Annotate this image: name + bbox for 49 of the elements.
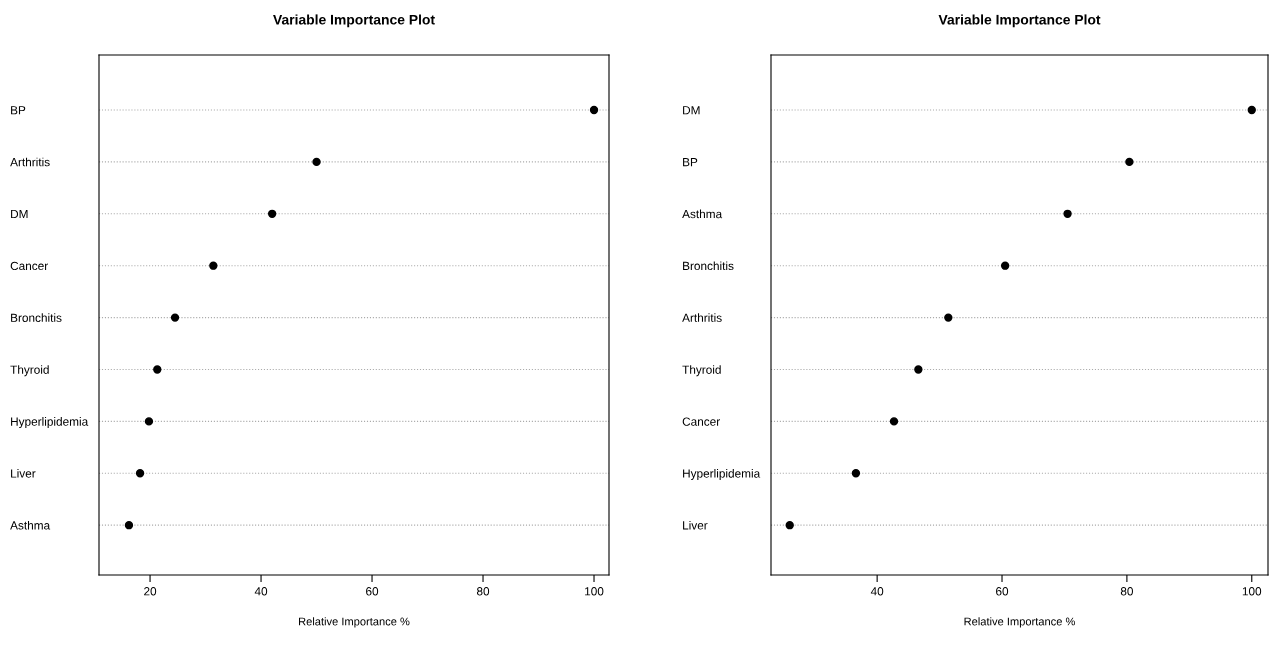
point <box>785 521 794 530</box>
chart-title: Variable Importance Plot <box>273 14 435 28</box>
y-tick-label: Arthritis <box>682 313 722 322</box>
point <box>1063 209 1072 218</box>
y-tick-label: Bronchitis <box>11 313 62 322</box>
point <box>209 261 218 270</box>
y-tick-label: Hyperlipidemia <box>683 469 761 481</box>
y-tick-label: Thyroid <box>10 365 49 377</box>
point <box>153 365 162 374</box>
x-tick-label: 20 <box>144 587 157 596</box>
x-axis-title: Relative Importance % <box>299 617 410 628</box>
x-tick-label: 80 <box>476 587 490 596</box>
point <box>135 469 145 478</box>
y-tick-label: Hyperlipidemia <box>11 417 89 429</box>
x-tick-label: 100 <box>1242 587 1262 596</box>
point <box>851 469 861 478</box>
point <box>1000 261 1010 270</box>
y-tick-label: Asthma <box>682 209 723 219</box>
point <box>312 157 321 167</box>
point <box>267 209 277 218</box>
point <box>944 313 953 322</box>
y-tick-label: Asthma <box>10 520 51 530</box>
y-tick-label: Arthritis <box>10 157 50 167</box>
point <box>914 365 923 374</box>
y-tick-label: BP <box>683 158 698 167</box>
y-tick-label: Thyroid <box>682 365 721 377</box>
point <box>889 417 899 426</box>
x-tick-label: 60 <box>996 587 1009 596</box>
point <box>589 105 599 115</box>
point <box>1125 157 1134 167</box>
x-axis-title: Relative Importance % <box>964 617 1075 628</box>
y-tick-label: DM <box>11 209 28 219</box>
point <box>124 521 134 530</box>
y-tick-label: Cancer <box>10 261 48 271</box>
point <box>144 417 154 426</box>
y-tick-label: DM <box>683 106 700 115</box>
chart-title: Variable Importance Plot <box>938 14 1101 28</box>
x-tick-label: 60 <box>366 587 379 596</box>
y-tick-label: Liver <box>11 469 36 478</box>
x-tick-label: 80 <box>1120 587 1133 596</box>
y-tick-label: BP <box>11 106 26 115</box>
x-tick-label: 40 <box>870 587 884 596</box>
x-tick-label: 40 <box>254 587 268 596</box>
x-tick-label: 100 <box>585 587 604 596</box>
point <box>170 313 180 322</box>
y-tick-label: Liver <box>683 520 708 530</box>
y-tick-label: Cancer <box>682 417 720 426</box>
y-tick-label: Bronchitis <box>683 261 734 271</box>
point <box>1247 105 1256 115</box>
